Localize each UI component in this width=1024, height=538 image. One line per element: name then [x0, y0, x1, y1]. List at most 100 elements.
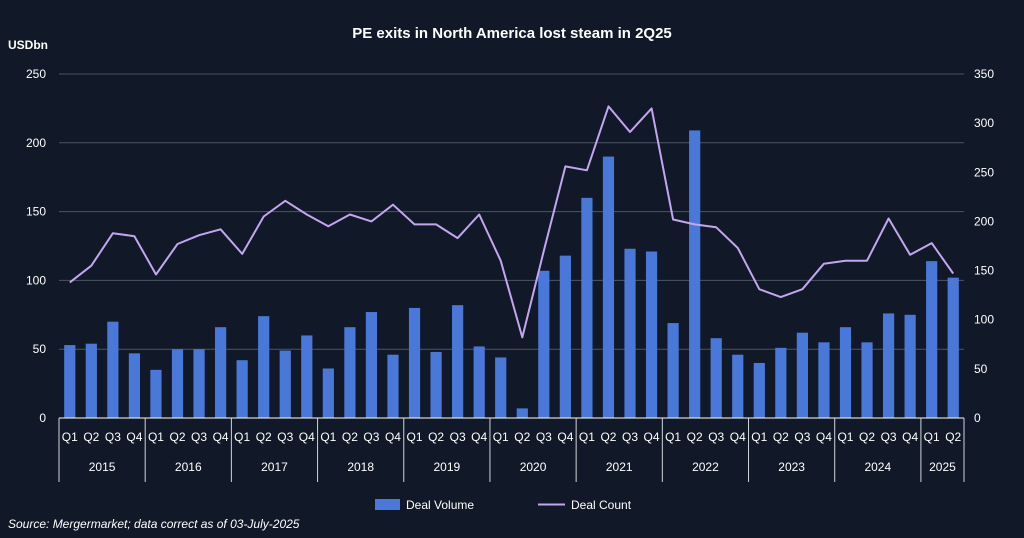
quarter-tick-label: Q3	[105, 430, 121, 444]
deal-volume-bar	[408, 307, 421, 418]
right-tick-label: 100	[974, 313, 994, 327]
quarter-tick-label: Q1	[320, 430, 336, 444]
deal-volume-bar	[581, 197, 593, 418]
quarter-tick-label: Q2	[514, 430, 530, 444]
deal-volume-bar	[64, 345, 76, 418]
deal-count-line	[69, 105, 955, 339]
quarter-tick-label: Q2	[342, 430, 358, 444]
deal-volume-bars	[64, 130, 959, 418]
quarter-tick-label: Q1	[148, 430, 164, 444]
right-axis-ticks: 0 50 100 150 200 250 300 350	[974, 67, 994, 425]
quarter-tick-label: Q4	[557, 430, 573, 444]
legend-label-deal-volume: Deal Volume	[406, 498, 474, 512]
quarter-tick-label: Q2	[945, 430, 961, 444]
year-label: 2022	[692, 460, 719, 474]
x-axis: Q1 Q2 Q3 Q4 Q1 Q2 Q3 Q4 Q1 Q2 Q3 Q4 Q1 Q2 Q3 Q4 Q1 Q2 Q3 Q4…	[58, 417, 965, 482]
deal-volume-bar	[387, 354, 399, 418]
left-tick-label: 100	[26, 273, 46, 287]
quarter-tick-label: Q3	[450, 430, 466, 444]
deal-volume-bar	[861, 342, 873, 418]
left-tick-label: 0	[39, 411, 46, 425]
deal-volume-bar	[495, 357, 507, 418]
quarter-tick-label: Q1	[234, 430, 250, 444]
deal-volume-bar	[107, 321, 119, 418]
quarter-tick-label: Q2	[256, 430, 272, 444]
deal-volume-bar	[775, 347, 787, 418]
left-tick-label: 250	[26, 67, 46, 81]
right-tick-label: 150	[974, 264, 994, 278]
quarter-tick-label: Q4	[644, 430, 660, 444]
year-label: 2020	[520, 460, 547, 474]
quarter-tick-label: Q3	[191, 430, 207, 444]
year-label: 2015	[89, 460, 116, 474]
legend-swatch-deal-volume	[375, 499, 400, 510]
quarter-tick-label: Q2	[859, 430, 875, 444]
quarter-tick-label: Q4	[471, 430, 487, 444]
quarter-tick-label: Q3	[622, 430, 638, 444]
year-label: 2018	[347, 460, 374, 474]
deal-volume-bar	[602, 156, 615, 418]
quarter-tick-label: Q1	[924, 430, 940, 444]
deal-volume-bar	[753, 362, 765, 418]
deal-volume-bar	[258, 316, 270, 418]
right-tick-label: 250	[974, 165, 994, 179]
deal-volume-bar	[559, 255, 571, 418]
right-tick-label: 300	[974, 116, 994, 130]
y-axis-unit-label: USDbn	[8, 38, 48, 52]
legend-label-deal-count: Deal Count	[571, 498, 632, 512]
deal-volume-bar	[128, 353, 141, 418]
deal-volume-bar	[150, 369, 162, 418]
deal-volume-bar	[796, 332, 808, 418]
deal-volume-bar	[667, 323, 679, 418]
deal-volume-bar	[839, 327, 852, 418]
quarter-tick-label: Q4	[902, 430, 918, 444]
deal-count-series-line	[69, 105, 955, 339]
quarter-tick-label: Q1	[579, 430, 595, 444]
deal-volume-bar	[365, 312, 378, 418]
deal-volume-bar	[624, 248, 636, 418]
deal-volume-bar	[904, 314, 916, 418]
deal-volume-bar	[538, 270, 550, 418]
source-note: Source: Mergermarket; data correct as of…	[8, 517, 300, 531]
quarter-tick-label: Q1	[62, 430, 78, 444]
year-label: 2019	[434, 460, 461, 474]
deal-volume-bar	[926, 261, 938, 418]
deal-volume-bar	[645, 251, 658, 418]
gridlines	[59, 73, 964, 350]
left-tick-label: 200	[26, 136, 46, 150]
quarter-tick-label: Q1	[665, 430, 681, 444]
deal-volume-bar	[215, 327, 227, 418]
deal-volume-bar	[85, 343, 97, 418]
deal-volume-bar	[732, 354, 744, 418]
deal-volume-bar	[710, 338, 722, 418]
right-tick-label: 0	[974, 411, 981, 425]
quarter-tick-label: Q2	[600, 430, 616, 444]
quarter-tick-label: Q1	[407, 430, 423, 444]
legend: Deal Volume Deal Count	[375, 498, 632, 512]
deal-volume-bar	[322, 368, 334, 418]
quarter-tick-label: Q1	[493, 430, 509, 444]
deal-volume-bar	[301, 335, 313, 418]
quarter-tick-label: Q1	[837, 430, 853, 444]
quarter-tick-label: Q3	[794, 430, 810, 444]
quarter-tick-label: Q4	[730, 430, 746, 444]
quarter-tick-label: Q2	[428, 430, 444, 444]
year-label: 2016	[175, 460, 202, 474]
quarter-tick-label: Q4	[299, 430, 315, 444]
quarter-tick-label: Q4	[213, 430, 229, 444]
deal-volume-bar	[430, 351, 442, 418]
quarter-tick-label: Q2	[687, 430, 703, 444]
quarter-tick-label: Q2	[773, 430, 789, 444]
left-tick-label: 150	[26, 205, 46, 219]
quarter-tick-label: Q2	[170, 430, 186, 444]
quarter-tick-label: Q4	[126, 430, 142, 444]
deal-volume-bar	[193, 349, 205, 418]
deal-volume-bar	[171, 349, 184, 418]
chart-title: PE exits in North America lost steam in …	[352, 25, 672, 42]
year-label: 2023	[778, 460, 805, 474]
left-axis-ticks: 0 50 100 150 200 250	[26, 67, 46, 425]
deal-volume-bar	[279, 350, 291, 418]
deal-volume-bar	[882, 313, 895, 418]
quarter-tick-label: Q4	[385, 430, 401, 444]
